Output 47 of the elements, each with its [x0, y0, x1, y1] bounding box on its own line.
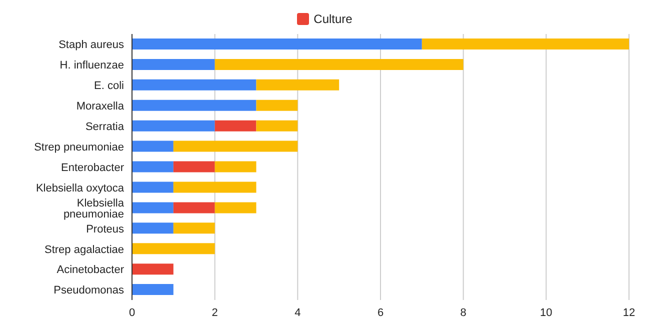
y-tick-label: Strep pneumoniae: [34, 141, 124, 154]
bar: [132, 284, 174, 296]
bar: [256, 100, 298, 111]
y-tick-label: Proteus: [86, 223, 124, 236]
bar: [256, 120, 298, 132]
x-tick-label: 12: [622, 306, 636, 319]
legend-label: Culture: [314, 12, 352, 26]
bar: [173, 161, 215, 172]
y-tick-label: Enterobacter: [61, 162, 124, 174]
bar: [132, 38, 422, 50]
y-tick-label: E. coli: [94, 80, 124, 92]
bar: [132, 120, 215, 132]
bar: [173, 140, 298, 152]
y-tick-label: Pseudomonas: [54, 284, 124, 297]
bar: [132, 140, 174, 152]
bar: [214, 58, 464, 70]
bar: [173, 202, 215, 214]
x-tick-label: 2: [212, 306, 218, 319]
y-tick-label: Klebsiella oxytoca: [36, 182, 125, 194]
bar: [214, 120, 256, 132]
bar: [132, 161, 174, 172]
y-tick-label: H. influenzae: [60, 60, 124, 72]
bar: [132, 79, 256, 90]
y-tick-label: Strep agalactiae: [44, 244, 124, 256]
y-tick-label: Serratia: [85, 120, 125, 133]
y-tick-label: Staph aureus: [58, 39, 124, 52]
x-tick-label: 0: [128, 306, 136, 319]
bar: [132, 222, 174, 234]
bar: [422, 38, 629, 50]
bar: [173, 222, 215, 234]
y-tick-label: Klebsiella pneumoniae: [63, 197, 125, 220]
bar: [132, 182, 174, 193]
y-tick-label: Moraxella: [76, 100, 125, 113]
bar: [214, 202, 256, 214]
bar: [214, 161, 256, 172]
x-tick-label: 10: [540, 306, 552, 319]
bar: [173, 182, 256, 193]
bar: [256, 79, 340, 90]
bar: [132, 243, 215, 254]
bar: [132, 100, 256, 111]
bar: [132, 58, 215, 70]
x-tick-label: 4: [294, 306, 301, 319]
x-tick-label: 6: [377, 306, 384, 319]
y-tick-label: Acinetobacter: [56, 264, 124, 276]
x-tick-label: 8: [460, 306, 466, 319]
bar: [132, 202, 174, 214]
bar: [132, 264, 174, 275]
